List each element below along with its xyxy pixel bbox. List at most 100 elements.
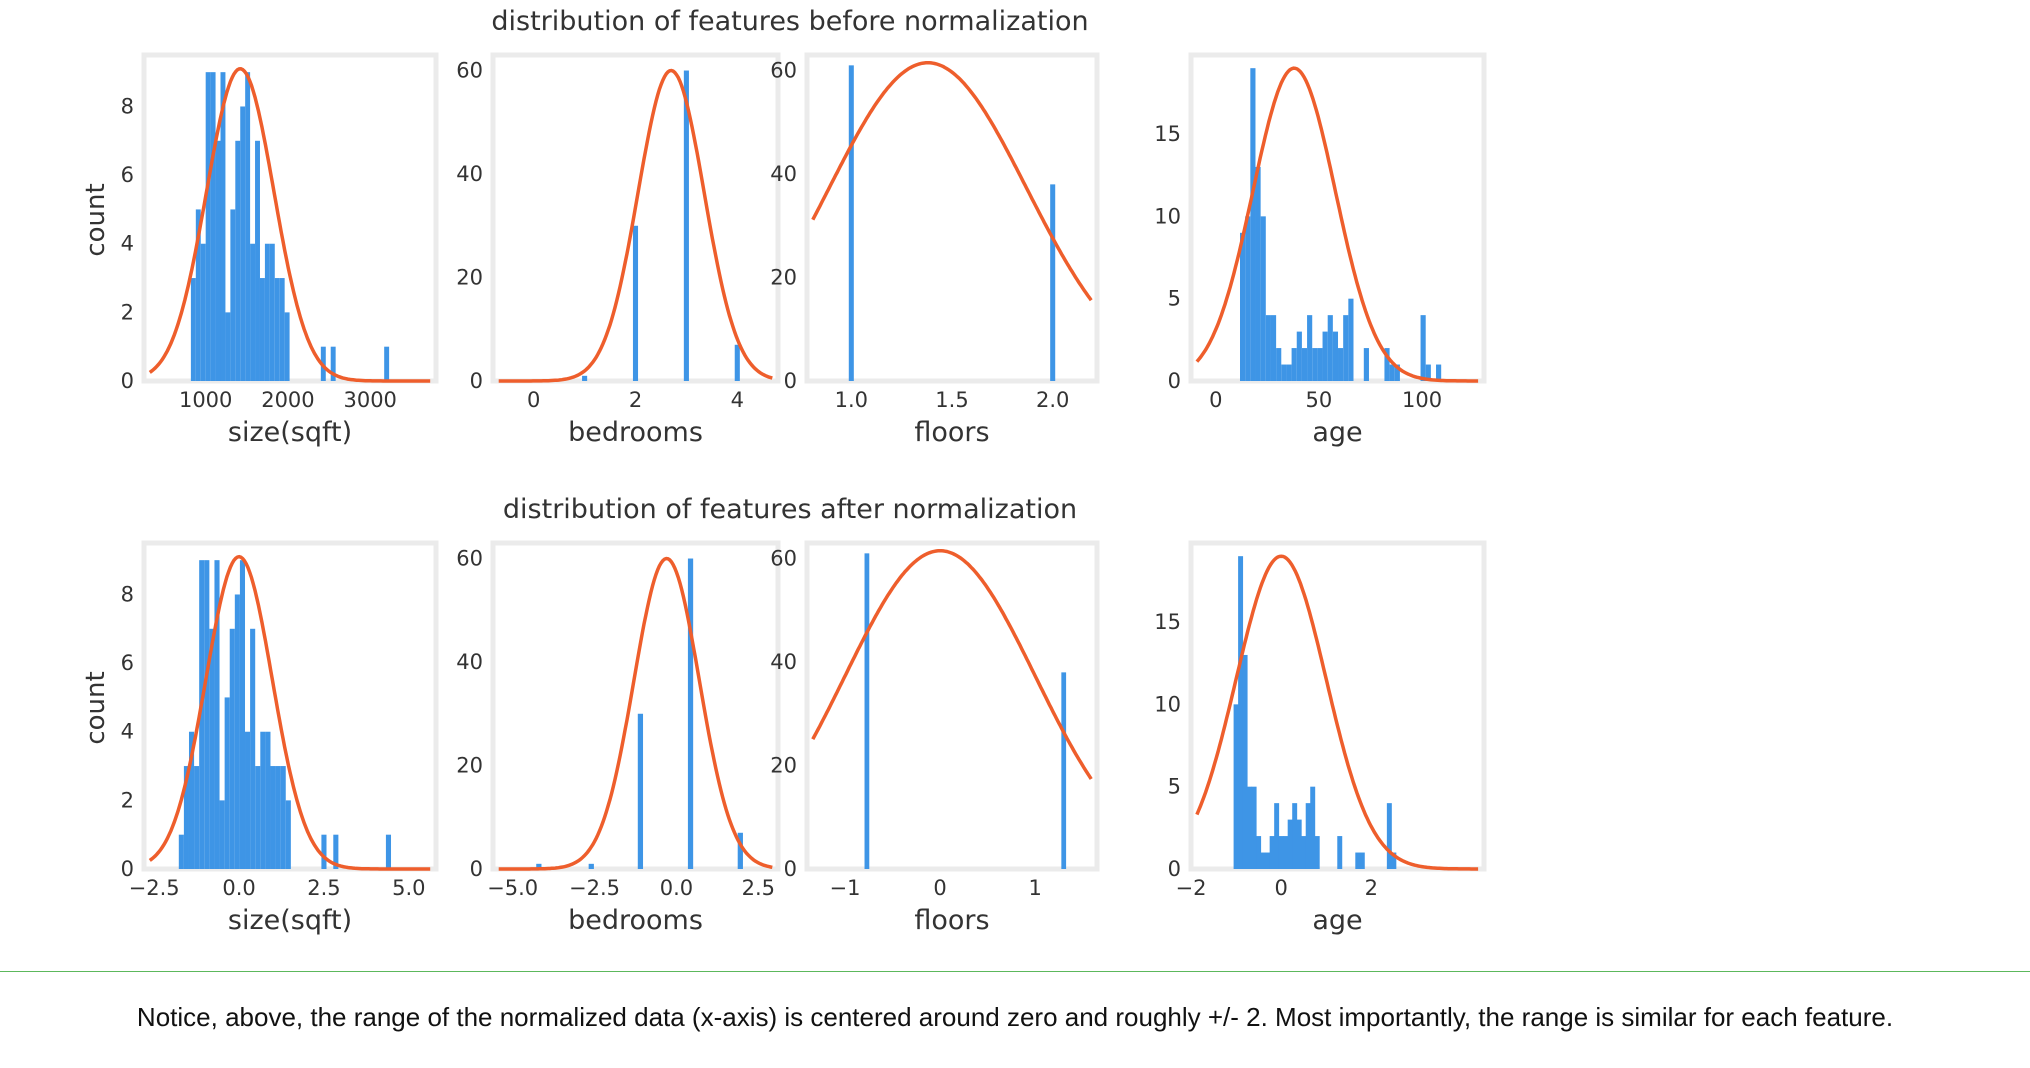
histogram-bar bbox=[1389, 364, 1395, 381]
x-tick-label: 0 bbox=[933, 876, 946, 900]
y-tick-label: 0 bbox=[1168, 857, 1181, 881]
x-axis-label: bedrooms bbox=[568, 905, 703, 936]
histogram-bar bbox=[200, 243, 206, 381]
histogram-bar bbox=[582, 375, 588, 381]
histogram-bar bbox=[259, 278, 265, 381]
y-tick-label: 8 bbox=[121, 582, 134, 606]
y-tick-label: 10 bbox=[1154, 204, 1181, 228]
y-tick-label: 40 bbox=[456, 650, 483, 674]
normal-curve bbox=[1195, 554, 1479, 871]
histogram-bar bbox=[1281, 364, 1287, 381]
y-tick-label: 6 bbox=[121, 163, 134, 187]
x-axis-label: age bbox=[1312, 905, 1362, 936]
y-tick-label: 40 bbox=[770, 162, 797, 186]
histogram-bar bbox=[1420, 315, 1426, 381]
histogram-bar bbox=[734, 344, 740, 381]
histogram-bar bbox=[250, 243, 256, 381]
histogram-bar bbox=[1296, 331, 1302, 381]
y-tick-label: 20 bbox=[456, 266, 483, 290]
y-tick-label: 40 bbox=[456, 162, 483, 186]
x-tick-label: 2 bbox=[1365, 876, 1378, 900]
subplot-frame bbox=[804, 540, 1100, 872]
histogram-bar bbox=[1338, 348, 1344, 381]
histogram-bar bbox=[1317, 348, 1323, 381]
histogram-bar bbox=[1307, 315, 1313, 381]
y-tick-label: 15 bbox=[1154, 122, 1181, 146]
histogram-bar bbox=[210, 72, 216, 381]
histogram-bar bbox=[1384, 348, 1390, 381]
histogram-bar bbox=[255, 766, 261, 869]
histogram-bar bbox=[1255, 166, 1261, 381]
y-tick-label: 20 bbox=[770, 266, 797, 290]
histogram-bar bbox=[229, 628, 235, 869]
histogram-bar bbox=[1256, 836, 1262, 869]
x-tick-label: 0 bbox=[1274, 876, 1287, 900]
histogram-bar bbox=[250, 628, 256, 869]
histogram-bar bbox=[205, 72, 211, 381]
histogram-bar bbox=[204, 560, 210, 869]
subplot-frame bbox=[141, 52, 439, 384]
histogram-bar bbox=[264, 243, 270, 381]
histogram-bar bbox=[1327, 315, 1333, 381]
histogram-bar bbox=[183, 766, 189, 869]
histogram-bar bbox=[245, 72, 251, 381]
histogram-bar bbox=[225, 312, 231, 381]
histogram-bar bbox=[1260, 852, 1266, 869]
histogram-bar bbox=[1247, 786, 1253, 869]
y-tick-label: 60 bbox=[770, 59, 797, 83]
x-tick-label: 0.0 bbox=[660, 876, 693, 900]
normal-curve bbox=[498, 68, 773, 383]
y-tick-label: 4 bbox=[121, 720, 134, 744]
histogram-bar bbox=[209, 628, 215, 869]
histogram-bar bbox=[1305, 803, 1311, 869]
histogram-bar bbox=[224, 697, 230, 869]
x-tick-label: 1000 bbox=[179, 388, 232, 412]
y-tick-label: 60 bbox=[456, 547, 483, 571]
histogram-bar bbox=[188, 731, 195, 869]
y-axis-label: count bbox=[81, 671, 111, 744]
histogram-bar bbox=[190, 278, 196, 381]
histogram-bar bbox=[1348, 298, 1354, 381]
histogram-bar bbox=[214, 560, 220, 869]
histogram-bar bbox=[234, 594, 240, 869]
histogram-bar bbox=[1332, 331, 1339, 381]
x-tick-label: 2.5 bbox=[307, 876, 340, 900]
normal-curve bbox=[148, 554, 431, 871]
y-tick-label: 2 bbox=[121, 300, 134, 324]
y-tick-label: 0 bbox=[470, 857, 483, 881]
histogram-bar bbox=[1425, 364, 1431, 381]
histogram-bar bbox=[1301, 836, 1307, 869]
histogram-bar bbox=[265, 731, 271, 869]
histogram-bar bbox=[333, 834, 339, 869]
histogram-bar bbox=[219, 800, 225, 869]
histogram-bar bbox=[215, 140, 221, 381]
histogram-bar bbox=[270, 766, 276, 869]
y-tick-label: 40 bbox=[770, 650, 797, 674]
x-tick-label: 4 bbox=[731, 388, 744, 412]
x-tick-label: 100 bbox=[1402, 388, 1442, 412]
histogram-bar bbox=[1283, 836, 1289, 869]
histogram-bar bbox=[632, 225, 639, 381]
y-tick-label: 20 bbox=[770, 754, 797, 778]
histogram-bar bbox=[1233, 704, 1239, 869]
histogram-bar bbox=[385, 834, 392, 869]
y-tick-label: 20 bbox=[456, 754, 483, 778]
histogram-bar bbox=[848, 65, 854, 381]
histogram-bar bbox=[260, 731, 266, 869]
x-tick-label: 50 bbox=[1306, 388, 1333, 412]
histogram-bar bbox=[1312, 348, 1318, 381]
y-tick-label: 60 bbox=[770, 547, 797, 571]
histogram-bar bbox=[1276, 348, 1282, 381]
x-axis-label: size(sqft) bbox=[228, 417, 352, 448]
histogram-bar bbox=[235, 140, 241, 381]
histogram-bar bbox=[588, 863, 594, 869]
histogram-bar bbox=[220, 72, 226, 381]
x-tick-label: −2 bbox=[1176, 876, 1207, 900]
histogram-bar bbox=[1386, 803, 1392, 869]
x-tick-label: 1.5 bbox=[935, 388, 968, 412]
y-tick-label: 6 bbox=[121, 651, 134, 675]
histogram-bar bbox=[1061, 672, 1067, 869]
histogram-bar bbox=[178, 834, 184, 869]
histogram-bar bbox=[274, 278, 280, 381]
y-tick-label: 10 bbox=[1154, 692, 1181, 716]
